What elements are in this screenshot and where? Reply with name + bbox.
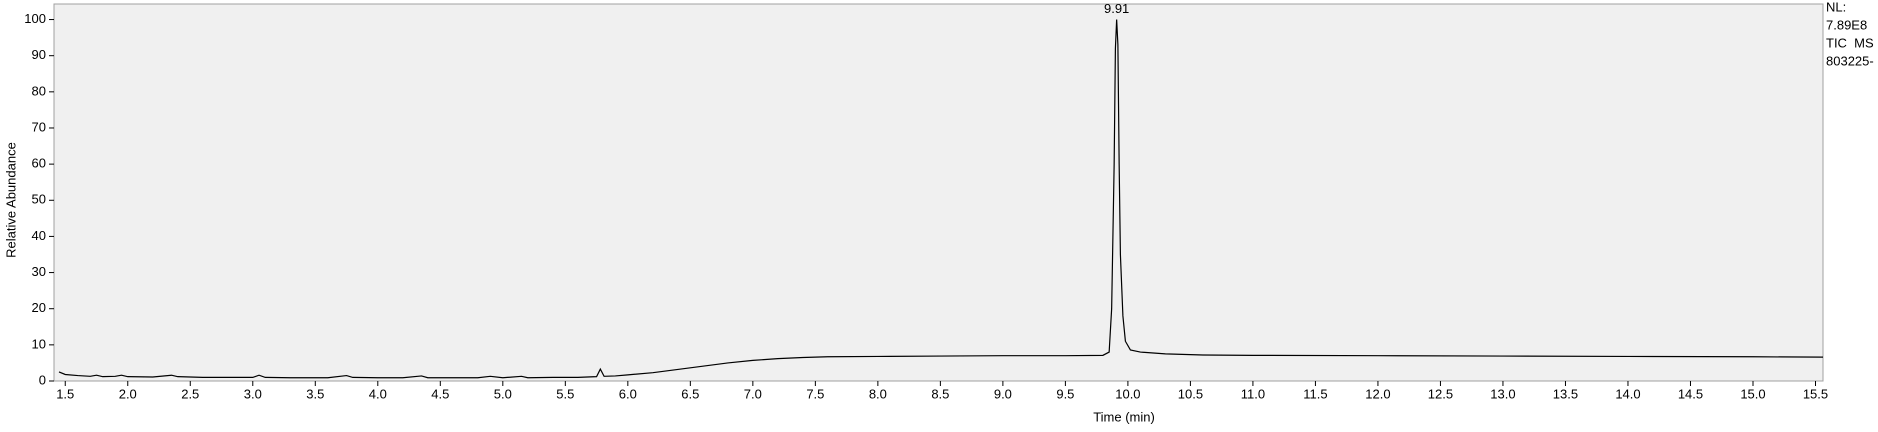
y-tick-label: 70 bbox=[32, 119, 46, 134]
side-label: 7.89E8 bbox=[1826, 17, 1867, 32]
y-tick-label: 10 bbox=[32, 336, 46, 351]
y-tick-label: 60 bbox=[32, 156, 46, 171]
x-tick-label: 1.5 bbox=[56, 386, 74, 401]
y-tick-label: 90 bbox=[32, 47, 46, 62]
side-label: 803225- bbox=[1826, 53, 1874, 68]
y-tick-label: 40 bbox=[32, 228, 46, 243]
side-label: NL: bbox=[1826, 0, 1846, 14]
y-tick-label: 20 bbox=[32, 300, 46, 315]
x-tick-label: 6.5 bbox=[681, 386, 699, 401]
x-tick-label: 13.0 bbox=[1490, 386, 1515, 401]
y-tick-label: 50 bbox=[32, 192, 46, 207]
side-label: TIC MS bbox=[1826, 35, 1874, 50]
x-tick-label: 3.5 bbox=[306, 386, 324, 401]
x-tick-label: 11.0 bbox=[1241, 386, 1265, 401]
x-tick-label: 11.5 bbox=[1303, 386, 1327, 401]
x-tick-label: 9.5 bbox=[1056, 386, 1074, 401]
y-tick-label: 0 bbox=[39, 372, 46, 387]
x-tick-label: 7.0 bbox=[744, 386, 762, 401]
x-tick-label: 4.5 bbox=[431, 386, 449, 401]
x-tick-label: 13.5 bbox=[1553, 386, 1578, 401]
x-tick-label: 2.0 bbox=[119, 386, 137, 401]
y-tick-label: 80 bbox=[32, 83, 46, 98]
x-tick-label: 14.0 bbox=[1615, 386, 1640, 401]
x-tick-label: 10.5 bbox=[1178, 386, 1203, 401]
y-tick-label: 100 bbox=[24, 11, 46, 26]
x-tick-label: 6.0 bbox=[619, 386, 637, 401]
x-tick-label: 12.0 bbox=[1365, 386, 1390, 401]
x-axis-label: Time (min) bbox=[1093, 409, 1155, 424]
x-tick-label: 15.0 bbox=[1740, 386, 1765, 401]
x-tick-label: 15.5 bbox=[1803, 386, 1828, 401]
x-tick-label: 5.5 bbox=[556, 386, 574, 401]
chromatogram-line bbox=[58, 19, 1824, 379]
x-tick-label: 2.5 bbox=[181, 386, 199, 401]
y-axis-label: Relative Abundance bbox=[3, 142, 18, 258]
x-tick-label: 7.5 bbox=[806, 386, 824, 401]
x-tick-label: 3.0 bbox=[244, 386, 262, 401]
x-tick-label: 5.0 bbox=[494, 386, 512, 401]
y-tick-label: 30 bbox=[32, 264, 46, 279]
x-tick-label: 8.0 bbox=[869, 386, 887, 401]
peak-label: 9.91 bbox=[1104, 1, 1129, 16]
x-tick-label: 4.0 bbox=[369, 386, 387, 401]
x-tick-label: 12.5 bbox=[1428, 386, 1453, 401]
x-tick-label: 8.5 bbox=[931, 386, 949, 401]
x-tick-label: 9.0 bbox=[994, 386, 1012, 401]
x-tick-label: 10.0 bbox=[1115, 386, 1140, 401]
x-tick-label: 14.5 bbox=[1678, 386, 1703, 401]
plot-area bbox=[53, 3, 1824, 382]
